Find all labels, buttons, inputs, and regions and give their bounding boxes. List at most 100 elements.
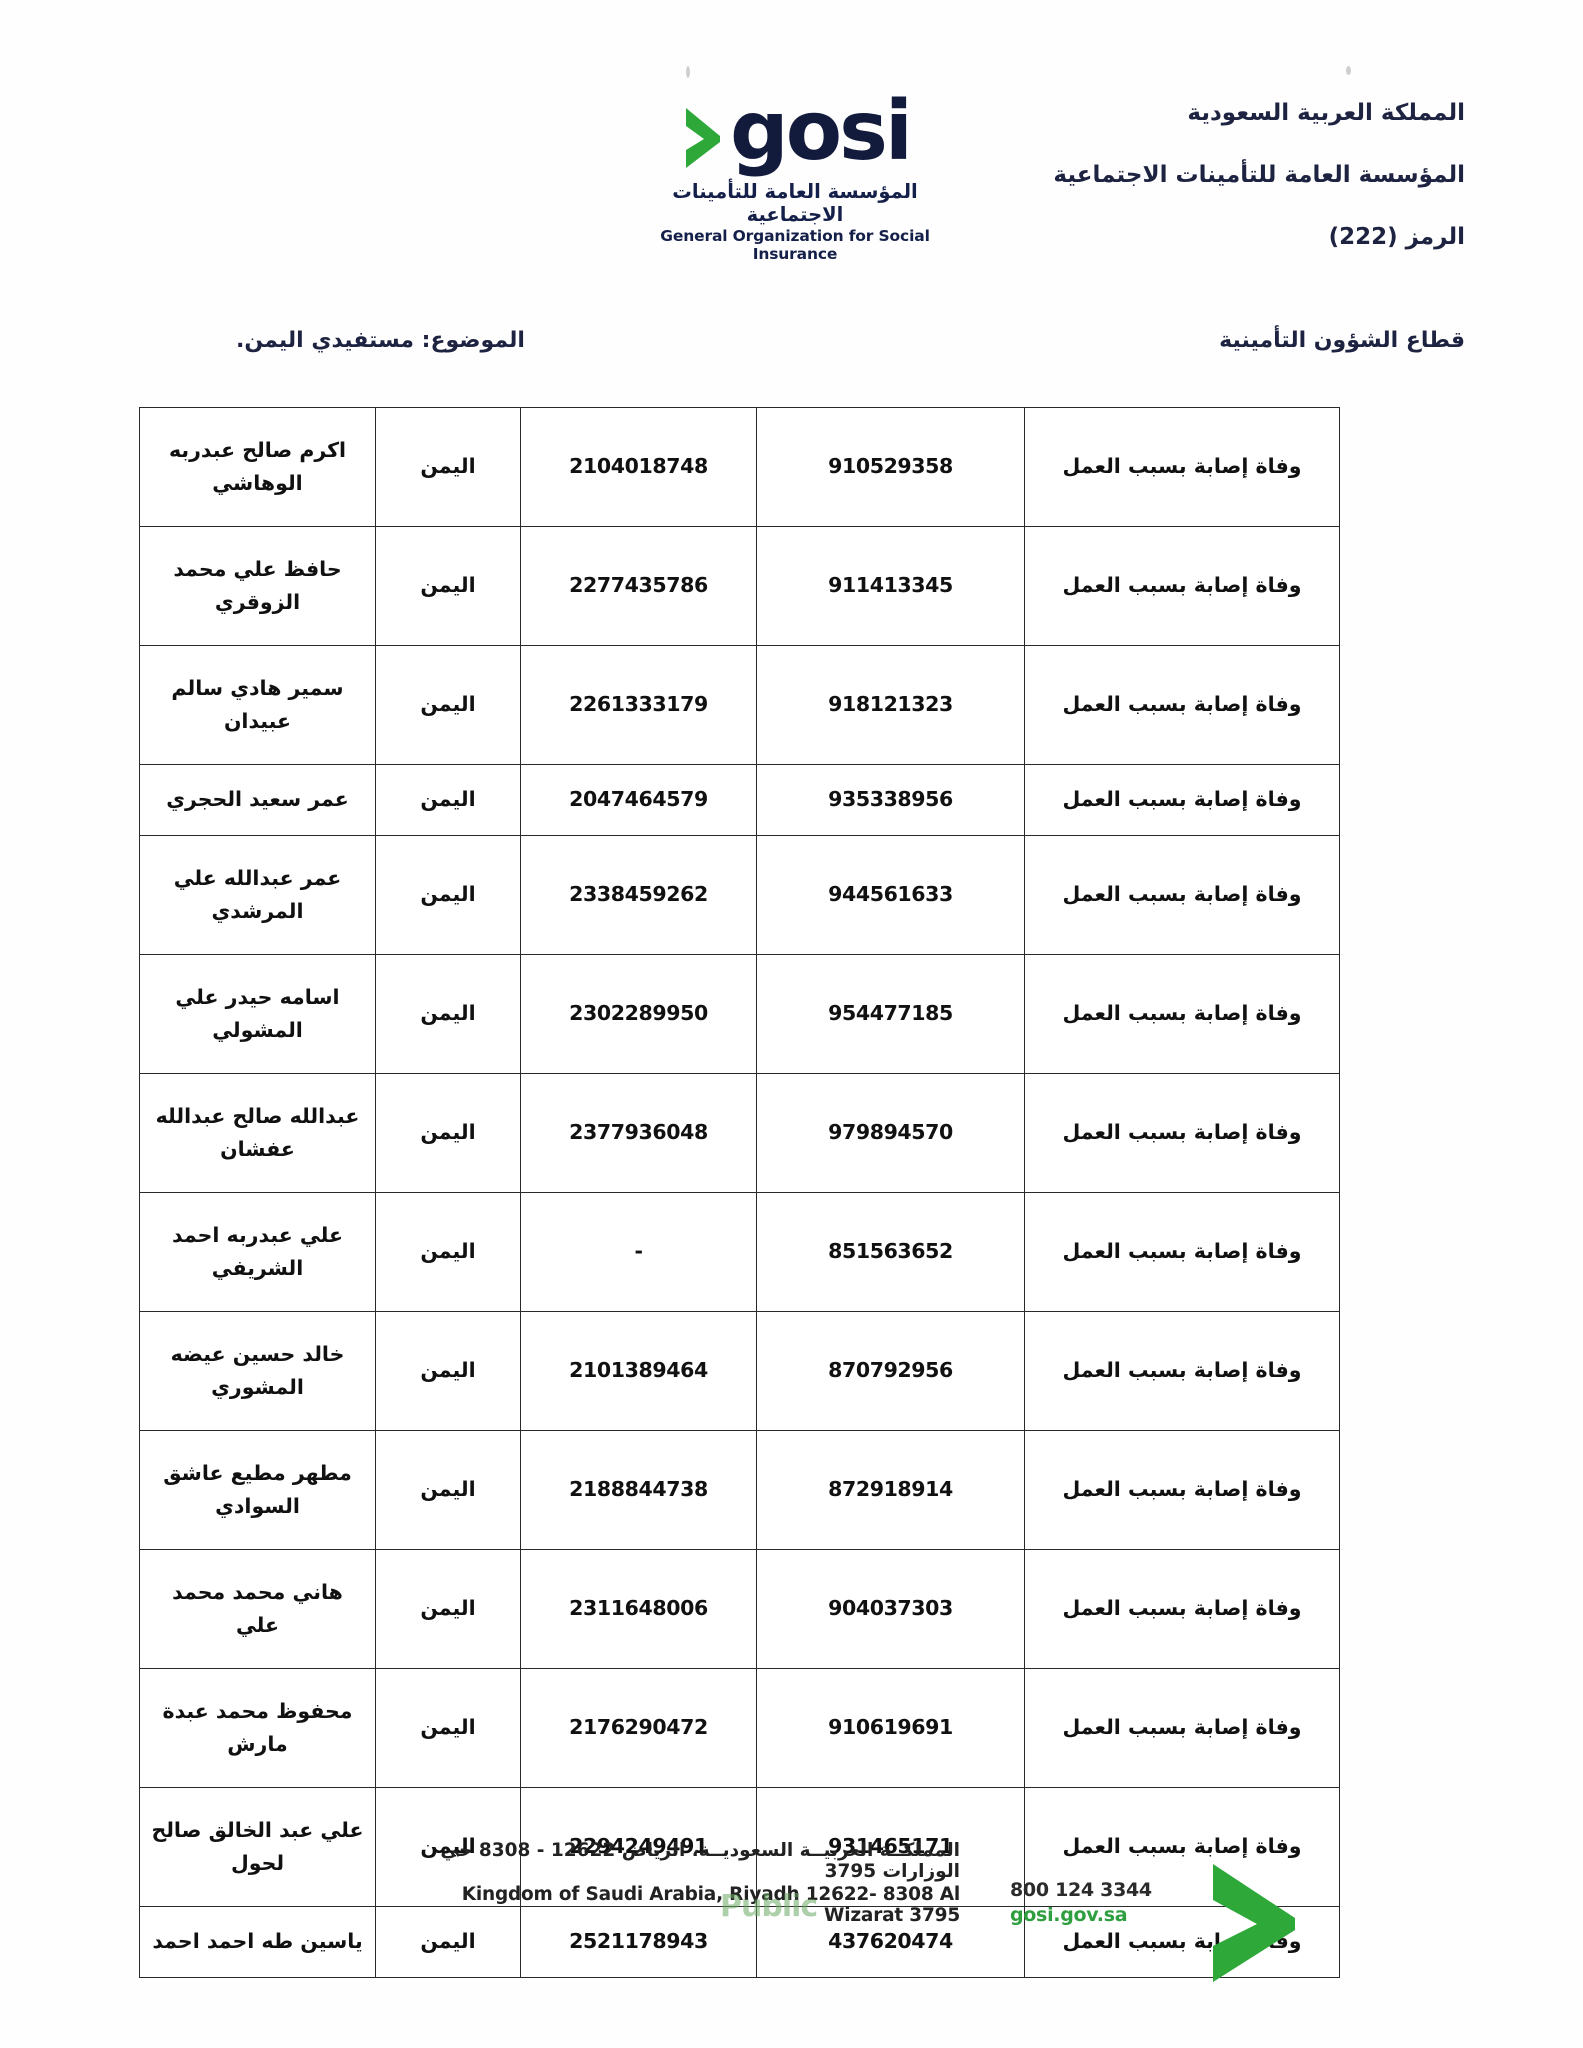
- table-row: وفاة إصابة بسبب العمل 872918914 2188844738…: [139, 1430, 1340, 1550]
- org-line-kingdom: المملكة العربية السعودية: [1187, 100, 1465, 126]
- cell-name: علي عبدربه احمد الشريفي: [139, 1192, 376, 1312]
- footer-phone: 800 124 3344: [1010, 1879, 1152, 1901]
- cell-country: اليمن: [375, 835, 521, 955]
- org-line-organization: المؤسسة العامة للتأمينات الاجتماعية: [1053, 162, 1465, 188]
- cell-name: حافظ علي محمد الزوقري: [139, 526, 376, 646]
- table-row: وفاة إصابة بسبب العمل 904037303 2311648006…: [139, 1549, 1340, 1669]
- cell-country: اليمن: [375, 526, 521, 646]
- cell-name: ياسين طه احمد احمد: [139, 1906, 376, 1978]
- cell-national-id: 2521178943: [520, 1906, 757, 1978]
- table-row: وفاة إصابة بسبب العمل 910619691 2176290472…: [139, 1668, 1340, 1788]
- table-row: وفاة إصابة بسبب العمل 918121323 2261333179…: [139, 645, 1340, 765]
- cell-subscriber-no: 911413345: [756, 526, 1025, 646]
- cell-country: اليمن: [375, 407, 521, 527]
- cell-name: عمر سعيد الحجري: [139, 764, 376, 836]
- meta-row: قطاع الشؤون التأمينية الموضوع: مستفيدي ا…: [0, 328, 1583, 368]
- footer-address: المملكــة العربيــة السعوديــة، الرياض 1…: [430, 1840, 960, 1926]
- table-row: وفاة إصابة بسبب العمل 911413345 2277435786…: [139, 526, 1340, 646]
- organization-lines: المملكة العربية السعودية المؤسسة العامة …: [1053, 100, 1465, 286]
- table-row: وفاة إصابة بسبب العمل 979894570 2377936048…: [139, 1073, 1340, 1193]
- gosi-logo: gosi المؤسسة العامة للتأمينات الاجتماعية…: [630, 84, 960, 263]
- cell-name: محفوظ محمد عبدة مارش: [139, 1668, 376, 1788]
- logo-wordmark: gosi: [730, 84, 913, 179]
- document-footer: 800 124 3344 gosi.gov.sa المملكــة العرب…: [0, 1840, 1583, 1996]
- cell-subscriber-no: 944561633: [756, 835, 1025, 955]
- cell-reason: وفاة إصابة بسبب العمل: [1024, 764, 1340, 836]
- cell-name: مطهر مطيع عاشق السوادي: [139, 1430, 376, 1550]
- cell-subscriber-no: 935338956: [756, 764, 1025, 836]
- scan-speck: [1346, 66, 1351, 75]
- table-row: وفاة إصابة بسبب العمل 954477185 2302289950…: [139, 954, 1340, 1074]
- cell-country: اليمن: [375, 645, 521, 765]
- cell-name: عمر عبدالله علي المرشدي: [139, 835, 376, 955]
- cell-reason: وفاة إصابة بسبب العمل: [1024, 1192, 1340, 1312]
- footer-address-english: Kingdom of Saudi Arabia, Riyadh 12622- 8…: [461, 1884, 960, 1926]
- cell-reason: وفاة إصابة بسبب العمل: [1024, 835, 1340, 955]
- table-row: وفاة إصابة بسبب العمل 944561633 2338459262…: [139, 835, 1340, 955]
- footer-website[interactable]: gosi.gov.sa: [1010, 1904, 1128, 1926]
- footer-address-arabic: المملكــة العربيــة السعوديــة، الرياض 1…: [440, 1840, 960, 1882]
- cell-reason: وفاة إصابة بسبب العمل: [1024, 1787, 1340, 1907]
- cell-subscriber-no: 910529358: [756, 407, 1025, 527]
- cell-subscriber-no: 954477185: [756, 954, 1025, 1074]
- scan-speck: [686, 66, 690, 78]
- table-row: وفاة إصابة بسبب العمل 851563652- اليمن علي …: [139, 1192, 1340, 1312]
- cell-national-id: 2047464579: [520, 764, 757, 836]
- cell-country: اليمن: [375, 1668, 521, 1788]
- cell-country: اليمن: [375, 1549, 521, 1669]
- table-row: وفاة إصابة بسبب العمل 870792956 2101389464…: [139, 1311, 1340, 1431]
- cell-subscriber-no: 851563652: [756, 1192, 1025, 1312]
- cell-country: اليمن: [375, 1311, 521, 1431]
- table-row: وفاة إصابة بسبب العمل 437620474 2521178943…: [139, 1906, 1340, 1978]
- cell-name: خالد حسين عيضه المشوري: [139, 1311, 376, 1431]
- cell-reason: وفاة إصابة بسبب العمل: [1024, 1668, 1340, 1788]
- cell-reason: وفاة إصابة بسبب العمل: [1024, 954, 1340, 1074]
- cell-country: اليمن: [375, 954, 521, 1074]
- cell-name: سمير هادي سالم عبيدان: [139, 645, 376, 765]
- org-line-code: الرمز (222): [1328, 224, 1466, 250]
- cell-name: اكرم صالح عبدربه الوهاشي: [139, 407, 376, 527]
- cell-national-id: 2101389464: [520, 1311, 757, 1431]
- cell-subscriber-no: 872918914: [756, 1430, 1025, 1550]
- cell-subscriber-no: 904037303: [756, 1549, 1025, 1669]
- footer-contact: 800 124 3344 gosi.gov.sa: [1010, 1879, 1152, 1926]
- chevron-right-icon: [1213, 1864, 1295, 1982]
- cell-reason: وفاة إصابة بسبب العمل: [1024, 1430, 1340, 1550]
- cell-reason: وفاة إصابة بسبب العمل: [1024, 407, 1340, 527]
- cell-national-id: 2302289950: [520, 954, 757, 1074]
- cell-reason: وفاة إصابة بسبب العمل: [1024, 1073, 1340, 1193]
- table-row: وفاة إصابة بسبب العمل 935338956 2047464579…: [139, 764, 1340, 836]
- cell-country: اليمن: [375, 1430, 521, 1550]
- logo-subtitle-arabic: المؤسسة العامة للتأمينات الاجتماعية: [672, 180, 918, 226]
- table-body: وفاة إصابة بسبب العمل 910529358 2104018748…: [139, 407, 1340, 1978]
- cell-country: اليمن: [375, 1906, 521, 1978]
- cell-national-id: 2261333179: [520, 645, 757, 765]
- logo-mark: gosi: [630, 84, 960, 179]
- cell-country: اليمن: [375, 1073, 521, 1193]
- subject-label: الموضوع: مستفيدي اليمن.: [236, 328, 525, 353]
- cell-national-id: 2377936048: [520, 1073, 757, 1193]
- cell-country: اليمن: [375, 1192, 521, 1312]
- cell-national-id: 2277435786: [520, 526, 757, 646]
- beneficiaries-table-wrap: وفاة إصابة بسبب العمل 910529358 2104018748…: [139, 407, 1340, 1978]
- cell-national-id: -: [520, 1192, 757, 1312]
- cell-country: اليمن: [375, 764, 521, 836]
- cell-national-id: 2311648006: [520, 1549, 757, 1669]
- table-row: وفاة إصابة بسبب العمل 910529358 2104018748…: [139, 407, 1340, 527]
- cell-reason: وفاة إصابة بسبب العمل: [1024, 1549, 1340, 1669]
- cell-subscriber-no: 910619691: [756, 1668, 1025, 1788]
- cell-name: اسامه حيدر علي المشولي: [139, 954, 376, 1074]
- beneficiaries-table: وفاة إصابة بسبب العمل 910529358 2104018748…: [139, 407, 1340, 1978]
- cell-reason: وفاة إصابة بسبب العمل: [1024, 526, 1340, 646]
- cell-subscriber-no: 437620474: [756, 1906, 1025, 1978]
- document-header: gosi المؤسسة العامة للتأمينات الاجتماعية…: [0, 78, 1583, 268]
- logo-subtitle-english: General Organization for Social Insuranc…: [660, 227, 930, 263]
- chevron-right-icon: [686, 108, 721, 168]
- table-row: وفاة إصابة بسبب العمل 931465171 2294249491…: [139, 1787, 1340, 1907]
- cell-subscriber-no: 979894570: [756, 1073, 1025, 1193]
- cell-national-id: 2188844738: [520, 1430, 757, 1550]
- cell-national-id: 2338459262: [520, 835, 757, 955]
- cell-name: علي عبد الخالق صالح لحول: [139, 1787, 376, 1907]
- cell-subscriber-no: 870792956: [756, 1311, 1025, 1431]
